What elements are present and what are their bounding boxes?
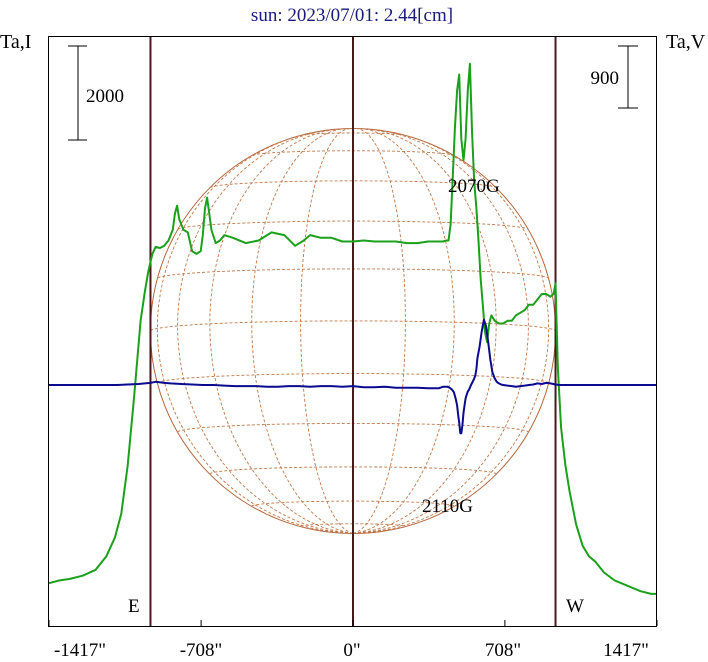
longitude-line <box>177 128 354 534</box>
east-limb-label: E <box>128 596 140 617</box>
longitude-line <box>156 132 354 534</box>
x-tick-label: -1417" <box>54 640 106 661</box>
latitude-line <box>209 180 497 188</box>
left-scale-bar: 2000 <box>68 45 124 141</box>
right-axis-label: Ta,V <box>666 31 706 53</box>
left-axis-label: Ta,I <box>0 31 31 53</box>
longitude-line <box>352 128 497 534</box>
limb-lines <box>149 37 557 626</box>
longitude-line <box>352 128 455 534</box>
x-tick-label: -708" <box>180 640 223 661</box>
longitude-line <box>300 128 354 534</box>
annotation-2110g: 2110G <box>422 496 473 517</box>
latitude-line <box>150 320 556 332</box>
x-tick-label: 0" <box>343 640 360 661</box>
annotation-2070g: 2070G <box>448 176 500 197</box>
longitude-line <box>352 128 529 534</box>
latitude-line <box>209 466 497 475</box>
left-scale-label: 2000 <box>86 86 124 107</box>
series-line-i <box>48 62 657 595</box>
plot-frame <box>48 36 657 627</box>
longitude-line <box>352 128 406 534</box>
right-scale-label: 900 <box>591 68 620 89</box>
x-axis-ticks: -1417" -708" 0" 708" 1417" <box>48 620 658 661</box>
x-tick-label: 1417" <box>603 640 649 661</box>
longitude-line <box>352 132 550 534</box>
longitude-line <box>209 128 354 534</box>
series-layer <box>48 62 657 595</box>
west-limb-label: W <box>566 596 584 617</box>
series-line-v <box>49 318 657 435</box>
chart-title: sun: 2023/07/01: 2.44[cm] <box>251 5 453 26</box>
x-tick-label: 708" <box>485 640 521 661</box>
right-scale-bar: 900 <box>591 45 638 109</box>
longitude-line <box>251 128 354 534</box>
